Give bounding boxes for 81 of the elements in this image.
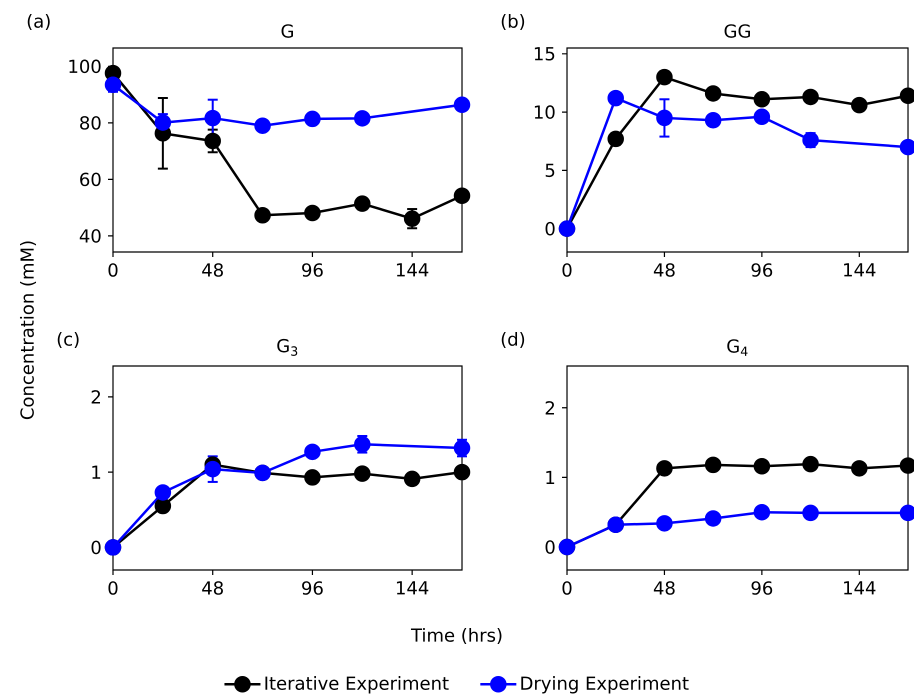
y-tick-label: 80 <box>80 116 101 130</box>
x-tick-label: 144 <box>844 581 876 594</box>
point <box>454 464 470 480</box>
point <box>104 76 122 93</box>
point <box>154 114 172 131</box>
point <box>656 110 673 126</box>
point <box>354 195 371 212</box>
point <box>704 112 722 129</box>
x-axis-title: Time (hrs) <box>410 628 502 644</box>
y-tick-label: 2 <box>546 401 554 414</box>
y-axis-title: Concentration (mM) <box>20 241 36 420</box>
point <box>204 460 221 478</box>
point <box>754 504 770 520</box>
y-tick-label: 2 <box>92 390 100 404</box>
point <box>304 469 321 486</box>
point <box>454 96 470 114</box>
point <box>656 515 673 532</box>
y-tick-label: 100 <box>69 60 101 74</box>
point <box>454 188 470 204</box>
point <box>204 132 221 150</box>
chart-title: G <box>282 24 293 38</box>
x-tick-label: 96 <box>752 581 772 595</box>
text: (d) <box>502 332 524 348</box>
point <box>754 91 770 108</box>
y-tick-label: 0 <box>546 222 555 236</box>
point <box>802 456 819 472</box>
x-tick-label: 0 <box>562 581 572 595</box>
point <box>754 458 770 475</box>
point <box>354 465 371 482</box>
legend-label: Iterative Experiment <box>265 676 449 694</box>
x-tick-label: 48 <box>654 581 675 595</box>
y-tick-label: 10 <box>534 105 555 119</box>
point <box>656 68 673 86</box>
point <box>851 96 868 114</box>
point <box>254 207 271 224</box>
point <box>704 510 722 527</box>
x-tick-label: 0 <box>108 263 118 277</box>
point <box>354 110 371 127</box>
text: (a) <box>28 14 50 30</box>
point <box>802 504 819 522</box>
x-tick-label: 96 <box>302 263 323 277</box>
x-tick-label: 0 <box>562 263 572 277</box>
point <box>704 85 722 102</box>
chart-title: G$_{3}$ <box>277 338 298 356</box>
point <box>304 204 321 222</box>
x-tick-label: 144 <box>396 581 428 594</box>
y-tick-label: 15 <box>534 47 554 61</box>
point <box>607 130 624 148</box>
y-tick-label: 5 <box>546 164 554 178</box>
text: (b) <box>502 14 524 30</box>
chart-title: GG <box>724 24 750 38</box>
x-tick-label: 48 <box>202 581 223 595</box>
point <box>656 460 673 477</box>
text: (c) <box>58 332 79 348</box>
point <box>802 88 819 106</box>
y-tick-label: 0 <box>546 540 555 554</box>
point <box>254 117 271 134</box>
point <box>404 470 420 488</box>
point <box>754 108 770 126</box>
x-tick-label: 48 <box>654 263 675 277</box>
point <box>154 484 172 501</box>
x-tick-label: 48 <box>202 263 223 277</box>
y-tick-label: 60 <box>80 172 101 186</box>
point <box>304 110 321 128</box>
point <box>204 110 221 126</box>
point <box>304 444 321 460</box>
legend-label: Drying Experiment <box>521 676 689 694</box>
y-tick-label: 40 <box>80 229 101 243</box>
chart-title: G$_{4}$ <box>727 339 748 356</box>
x-tick-label: 144 <box>396 263 428 276</box>
x-tick-label: 144 <box>844 263 876 276</box>
point <box>154 498 172 514</box>
point <box>851 460 868 477</box>
x-tick-label: 96 <box>752 263 772 277</box>
y-tick-label: 1 <box>546 470 554 484</box>
x-tick-label: 0 <box>108 581 118 595</box>
y-tick-label: 1 <box>92 466 100 479</box>
y-tick-label: 0 <box>92 540 101 554</box>
x-tick-label: 96 <box>302 581 323 595</box>
point <box>704 456 722 474</box>
point <box>607 90 624 106</box>
